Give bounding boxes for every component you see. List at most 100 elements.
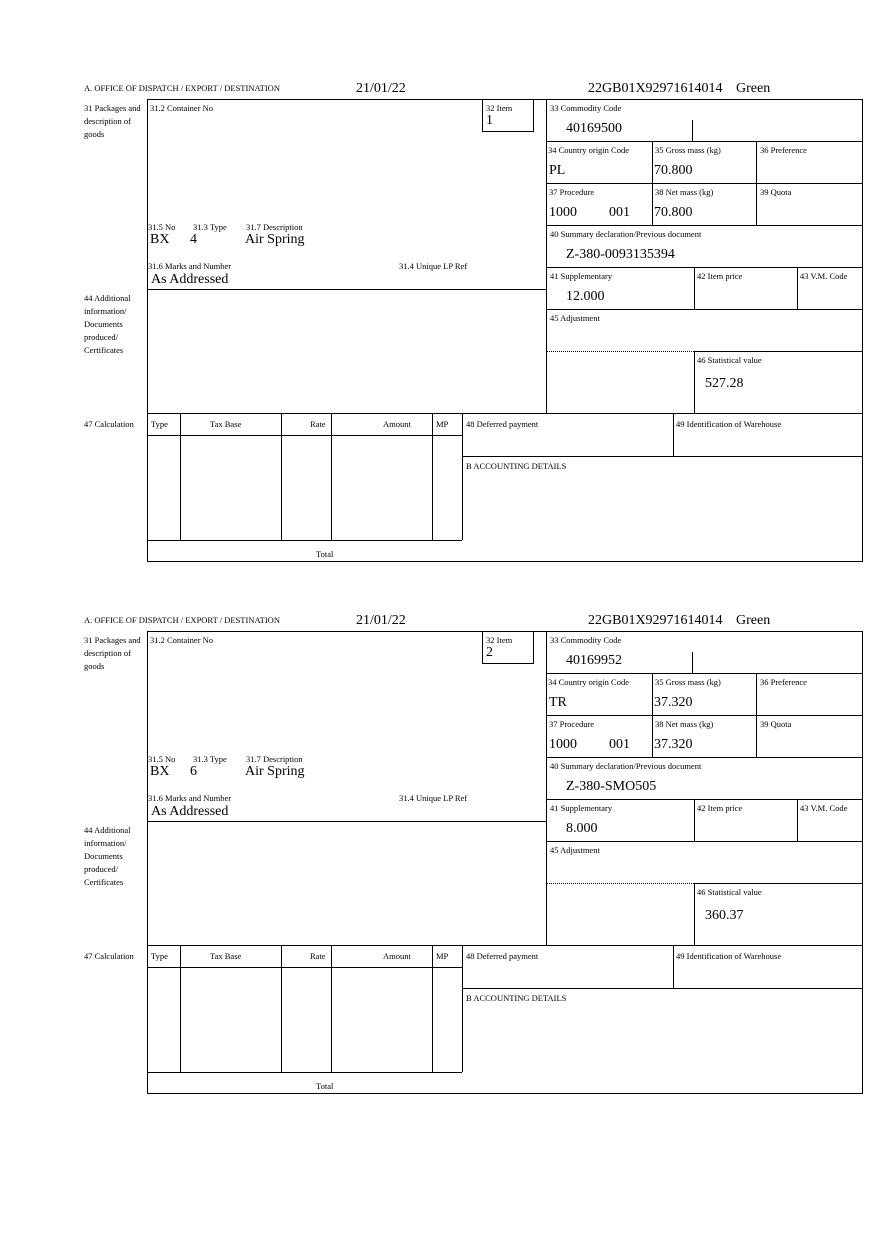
dotted-divider [546,351,547,413]
divider [462,456,863,457]
divider [147,945,863,946]
mrn: 22GB01X92971614014 [588,81,723,96]
type-value: 6 [190,764,197,779]
item-box [482,631,534,664]
date: 21/01/22 [356,613,406,628]
warehouse-label: 49 Identification of Warehouse [676,951,782,961]
total-label: Total [316,549,334,559]
calc-type-header: Type [151,951,168,961]
divider [147,967,462,968]
divider [147,821,546,822]
deferred-label: 48 Deferred payment [466,951,539,961]
description-value: Air Spring [245,232,305,247]
calc-tax-base-header: Tax Base [210,419,242,429]
no-value: BX [150,232,170,247]
divider [281,413,282,540]
accounting-label: B ACCOUNTING DETAILS [466,461,567,471]
quota-label: 39 Quota [760,719,792,729]
divider [797,799,798,841]
divider [462,945,463,1072]
marks-label: 31.6 Marks and Number [148,793,232,803]
divider [546,141,863,142]
summary-value: Z-380-0093135394 [566,247,675,262]
office-heading: A. OFFICE OF DISPATCH / EXPORT / DESTINA… [84,615,280,625]
item-price-label: 42 Item price [697,803,743,813]
calc-rate-header: Rate [310,951,326,961]
declaration-item-block: A. OFFICE OF DISPATCH / EXPORT / DESTINA… [0,612,882,1144]
preference-label: 36 Preference [760,145,807,155]
dotted-divider [546,883,547,945]
unique-ref-label: 31.4 Unique LP Ref [399,793,468,803]
divider [694,267,695,309]
divider [546,631,547,946]
net-label: 38 Net mass (kg) [655,719,714,729]
calc-rate-header: Rate [310,419,326,429]
divider [694,883,863,884]
dotted-divider [546,883,694,884]
divider [694,351,695,413]
item-number: 1 [486,113,493,128]
divider [694,799,695,841]
no-value: BX [150,764,170,779]
procedure-label: 37 Procedure [549,187,595,197]
divider [546,757,863,758]
form-frame [147,99,863,562]
net-value: 37.320 [654,737,693,752]
gross-label: 35 Gross mass (kg) [655,677,721,687]
gross-label: 35 Gross mass (kg) [655,145,721,155]
commodity-label: 33 Commodity Code [550,635,622,645]
date: 21/01/22 [356,81,406,96]
commodity-value: 40169500 [566,121,622,136]
no-label: 31.5 No [148,754,176,764]
divider [180,945,181,1072]
country-label: 34 Country origin Code [548,145,629,155]
additional-label: 44 Additional information/ Documents pro… [84,293,131,355]
description-value: Air Spring [245,764,305,779]
divider [147,413,863,414]
net-value: 70.800 [654,205,693,220]
packages-label: 31 Packages and description of goods [84,103,141,139]
divider [756,673,757,757]
divider [147,540,462,541]
divider [331,413,332,540]
divider [432,945,433,1072]
calc-mp-header: MP [436,419,449,429]
divider [652,673,653,757]
summary-label: 40 Summary declaration/Previous document [550,761,702,771]
divider [546,673,863,674]
route: Green [736,613,771,628]
statistical-value: 527.28 [705,376,744,391]
divider [694,883,695,945]
divider [331,945,332,1072]
calc-amount-header: Amount [383,951,411,961]
supplementary-label: 41 Supplementary [550,271,613,281]
divider [462,988,863,989]
divider [692,120,693,141]
calc-mp-header: MP [436,951,449,961]
calc-tax-base-header: Tax Base [210,951,242,961]
item-number: 2 [486,645,493,660]
supplementary-value: 8.000 [566,821,598,836]
route: Green [736,81,771,96]
calc-amount-header: Amount [383,419,411,429]
divider [673,413,674,456]
vm-code-label: 43 V.M. Code [800,803,848,813]
divider [673,945,674,988]
declaration-item-block: A. OFFICE OF DISPATCH / EXPORT / DESTINA… [0,80,882,612]
description-label: 31.7 Description [246,222,303,232]
divider [432,413,433,540]
divider [281,945,282,1072]
divider [546,841,863,842]
divider [546,99,547,414]
country-value: PL [549,163,566,178]
packages-label: 31 Packages and description of goods [84,635,141,671]
commodity-label: 33 Commodity Code [550,103,622,113]
summary-value: Z-380-SMO505 [566,779,657,794]
country-label: 34 Country origin Code [548,677,629,687]
type-value: 4 [190,232,197,247]
item-box [482,99,534,132]
calculation-label: 47 Calculation [84,951,134,961]
divider [546,715,863,716]
supplementary-label: 41 Supplementary [550,803,613,813]
